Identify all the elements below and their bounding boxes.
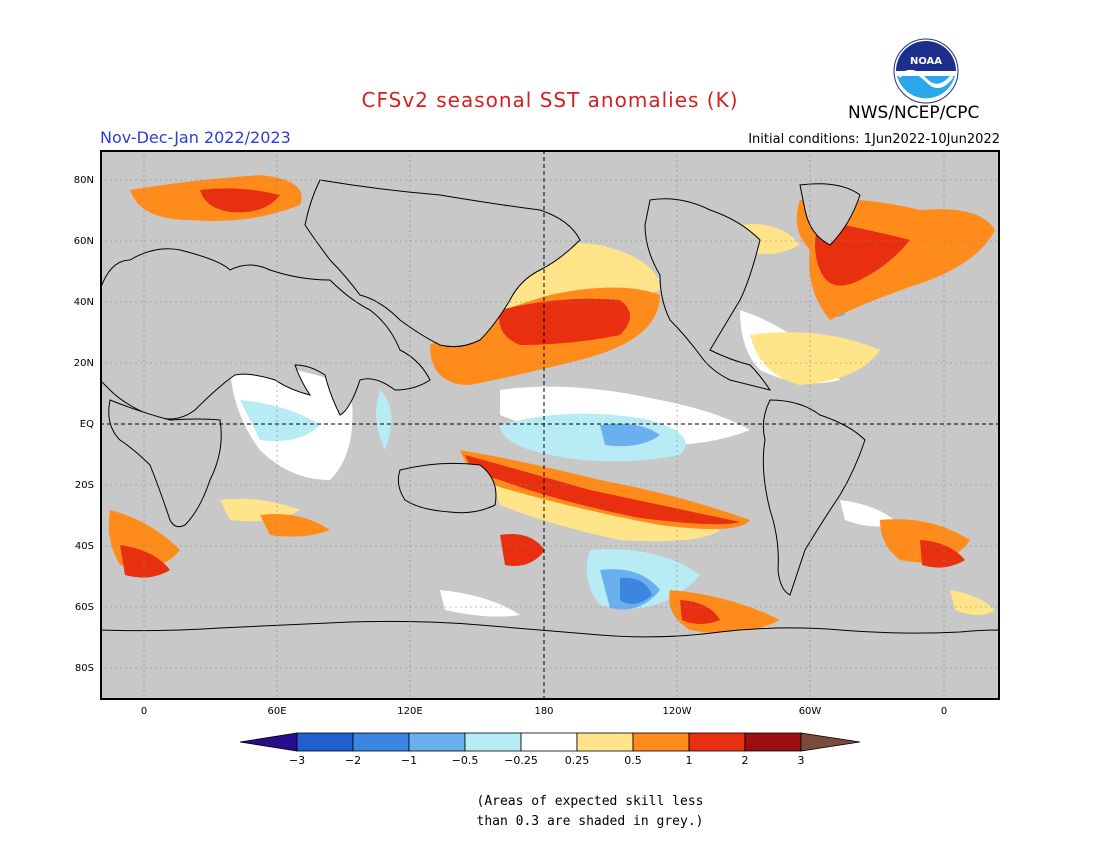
lat-label-40n: 40N — [73, 297, 94, 308]
lon-label-60w: 60W — [798, 706, 822, 717]
colorbar-bin — [408, 732, 466, 752]
forecast-period: Nov-Dec-Jan 2022/2023 — [100, 128, 291, 147]
colorbar-tick: −2 — [344, 754, 362, 767]
colorbar-tick: 0.5 — [624, 754, 642, 767]
lon-label-60e: 60E — [267, 706, 287, 717]
lon-label-0-east: 0 — [940, 706, 948, 717]
lat-label-20s: 20S — [74, 480, 94, 491]
logo-text: NOAA — [910, 56, 942, 67]
colorbar-bin — [632, 732, 690, 752]
colorbar-tick: −0.5 — [451, 754, 479, 767]
agency-label: NWS/NCEP/CPC — [848, 103, 980, 123]
colorbar — [240, 732, 860, 752]
lat-label-80n: 80N — [73, 175, 94, 186]
map-title: CFSv2 seasonal SST anomalies (K) — [361, 88, 739, 112]
noaa-logo: NOAA — [893, 38, 959, 104]
lat-label-60s: 60S — [74, 602, 94, 613]
lon-label-120w: 120W — [662, 706, 692, 717]
lat-label-eq: EQ — [79, 419, 94, 430]
lat-label-60n: 60N — [73, 236, 94, 247]
colorbar-tick: −0.25 — [504, 754, 538, 767]
colorbar-tick: 3 — [797, 754, 805, 767]
colorbar-tick: 0.25 — [564, 754, 590, 767]
colorbar-max-arrow — [800, 732, 860, 752]
lon-label-180: 180 — [534, 706, 554, 717]
colorbar-bin — [744, 732, 802, 752]
colorbar-tick: 2 — [741, 754, 749, 767]
lon-label-120e: 120E — [397, 706, 423, 717]
lon-label-0-west: 0 — [140, 706, 148, 717]
skill-note-line-1: (Areas of expected skill less — [476, 794, 704, 809]
sst-anomaly-map — [100, 150, 1000, 700]
colorbar-min-arrow — [240, 732, 298, 752]
grid-lines — [100, 150, 1000, 700]
lat-label-20n: 20N — [73, 358, 94, 369]
cool-strong-regions — [620, 577, 652, 604]
lat-label-40s: 40S — [74, 541, 94, 552]
colorbar-tick: −1 — [400, 754, 418, 767]
colorbar-bin — [296, 732, 354, 752]
skill-note-line-2: than 0.3 are shaded in grey.) — [476, 814, 704, 829]
colorbar-bin — [520, 732, 578, 752]
colorbar-tick: 1 — [685, 754, 693, 767]
map-frame — [100, 150, 1000, 700]
lat-label-80s: 80S — [74, 663, 94, 674]
continents — [100, 179, 1000, 700]
warm-strong-regions — [120, 188, 965, 624]
colorbar-bin — [464, 732, 522, 752]
colorbar-bin — [352, 732, 410, 752]
skill-note: (Areas of expected skill less than 0.3 a… — [440, 792, 740, 832]
colorbar-bin — [576, 732, 634, 752]
colorbar-tick: −3 — [288, 754, 306, 767]
equator-dateline — [100, 150, 1000, 700]
colorbar-bin — [688, 732, 746, 752]
initial-conditions: Initial conditions: 1Jun2022-10Jun2022 — [748, 132, 1000, 147]
